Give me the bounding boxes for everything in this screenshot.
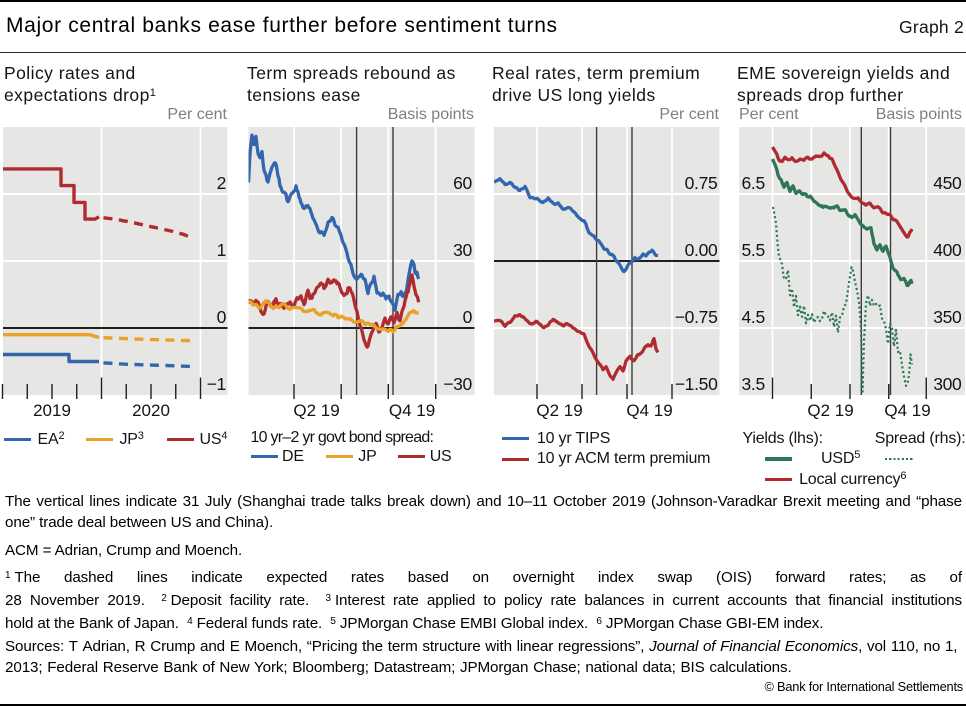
- svg-text:60: 60: [453, 173, 472, 193]
- svg-text:0: 0: [217, 307, 227, 327]
- svg-text:0: 0: [463, 307, 473, 327]
- svg-text:30: 30: [453, 240, 472, 260]
- svg-text:400: 400: [933, 240, 962, 260]
- svg-text:300: 300: [933, 374, 962, 394]
- svg-text:350: 350: [933, 307, 962, 327]
- svg-text:6.5: 6.5: [742, 173, 765, 193]
- svg-text:−30: −30: [443, 374, 472, 394]
- svg-text:1: 1: [217, 240, 226, 260]
- svg-text:−0.75: −0.75: [675, 307, 718, 327]
- svg-text:−1: −1: [207, 374, 226, 394]
- svg-text:450: 450: [933, 173, 962, 193]
- svg-text:5.5: 5.5: [742, 240, 765, 260]
- svg-text:0.75: 0.75: [685, 173, 718, 193]
- svg-text:3.5: 3.5: [742, 374, 765, 394]
- svg-text:4.5: 4.5: [742, 307, 765, 327]
- svg-text:0.00: 0.00: [685, 240, 718, 260]
- svg-text:−1.50: −1.50: [675, 374, 718, 394]
- svg-text:2: 2: [217, 173, 226, 193]
